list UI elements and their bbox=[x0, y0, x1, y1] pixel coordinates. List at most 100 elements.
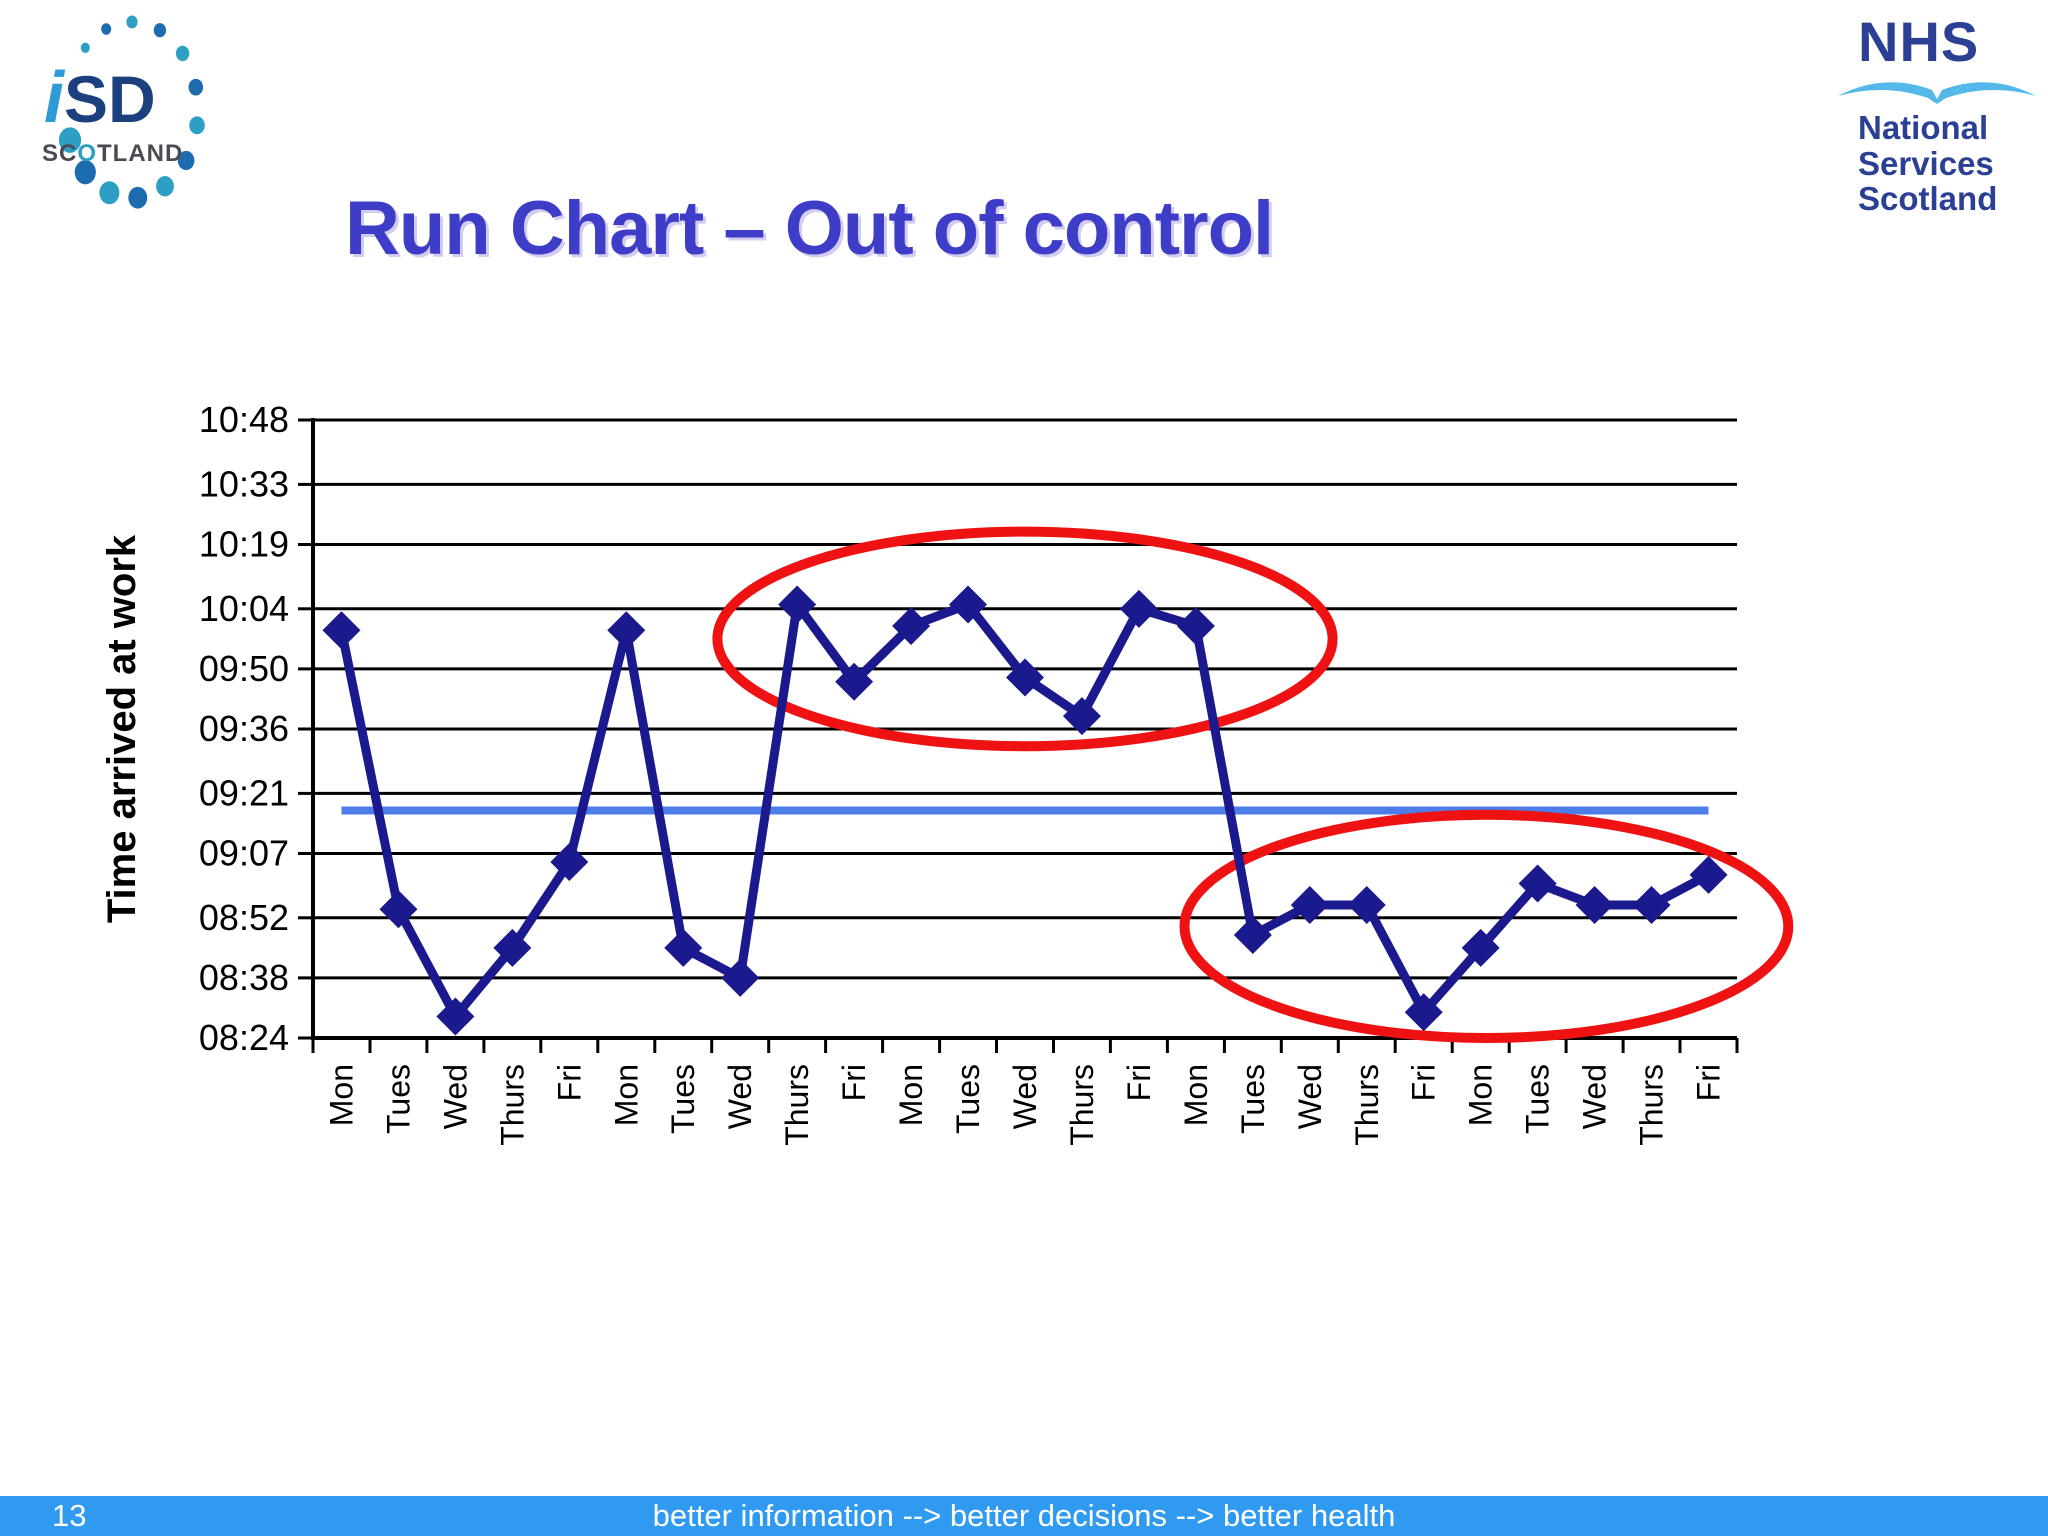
isd-dot-icon bbox=[189, 116, 205, 135]
highlight-ellipse bbox=[1179, 809, 1794, 1044]
x-tick-label: Thurs bbox=[779, 1064, 815, 1146]
data-point-marker bbox=[1689, 855, 1728, 894]
nhs-swoosh-icon bbox=[1838, 82, 2036, 104]
x-tick-label: Mon bbox=[1178, 1064, 1214, 1126]
data-point-marker bbox=[550, 843, 589, 882]
x-tick-label: Wed bbox=[722, 1064, 758, 1129]
x-tick-label: Fri bbox=[1406, 1064, 1442, 1101]
isd-dot-icon bbox=[74, 160, 96, 185]
y-tick-label: 09:21 bbox=[199, 772, 289, 813]
highlight-ellipse bbox=[712, 526, 1338, 752]
data-point-marker bbox=[1575, 885, 1614, 924]
nhs-logo-lines: National Services Scotland bbox=[1858, 110, 2045, 217]
svg-text:SCOTLAND: SCOTLAND bbox=[42, 140, 183, 167]
x-tick-label: Mon bbox=[608, 1064, 644, 1126]
x-tick-label: Thurs bbox=[1634, 1064, 1670, 1146]
x-tick-label: Thurs bbox=[1064, 1064, 1100, 1146]
isd-dot-icon bbox=[175, 45, 190, 62]
isd-dot-icon bbox=[58, 127, 82, 153]
isd-dot-icon bbox=[101, 23, 112, 35]
x-tick-label: Fri bbox=[836, 1064, 872, 1101]
x-tick-label: Tues bbox=[950, 1064, 986, 1134]
isd-dot-ring-icon bbox=[58, 15, 205, 209]
y-tick-label: 08:24 bbox=[199, 1017, 289, 1058]
y-tick-label: 10:19 bbox=[199, 524, 289, 565]
data-point-marker bbox=[1632, 885, 1671, 924]
data-point-marker bbox=[1062, 697, 1101, 736]
isd-scotland-o-dot: O bbox=[77, 140, 97, 167]
data-point-marker bbox=[1006, 658, 1044, 697]
nhs-logo: NHS National Services Scotland bbox=[1830, 14, 2045, 217]
data-point-marker bbox=[835, 662, 874, 701]
data-point-marker bbox=[1176, 607, 1215, 645]
isd-scotland-logo: iSD SCOTLAND bbox=[28, 6, 228, 216]
data-point-marker bbox=[664, 928, 703, 967]
isd-logo-sd: SD bbox=[64, 62, 156, 136]
data-point-marker bbox=[1290, 885, 1329, 924]
x-tick-label: Wed bbox=[1007, 1064, 1043, 1129]
data-point-marker bbox=[1233, 916, 1272, 954]
x-tick-label: Wed bbox=[1292, 1064, 1328, 1129]
x-tick-label: Wed bbox=[1577, 1064, 1613, 1129]
data-point-marker bbox=[1119, 589, 1158, 628]
data-point-marker bbox=[1461, 928, 1500, 967]
y-tick-label: 08:52 bbox=[199, 897, 289, 938]
data-point-marker bbox=[949, 585, 988, 624]
x-tick-label: Thurs bbox=[494, 1064, 530, 1146]
data-point-marker bbox=[379, 890, 418, 929]
x-tick-label: Tues bbox=[1235, 1064, 1271, 1134]
footer-bar: 13 better information --> better decisio… bbox=[0, 1496, 2048, 1536]
nhs-line-scotland: Scotland bbox=[1858, 180, 1998, 218]
isd-logo-icon: iSD SCOTLAND bbox=[42, 15, 205, 209]
y-tick-label: 10:33 bbox=[199, 463, 289, 504]
data-point-marker bbox=[1347, 885, 1386, 924]
isd-dot-icon bbox=[177, 150, 195, 171]
slide-title: Run Chart – Out of control bbox=[345, 186, 1274, 271]
data-point-marker bbox=[436, 997, 475, 1036]
x-tick-label: Mon bbox=[893, 1064, 929, 1126]
isd-scotland-text-2: TLAND bbox=[97, 140, 183, 167]
nhs-line-services: Services bbox=[1858, 144, 1994, 182]
data-point-marker bbox=[1518, 864, 1557, 903]
footer-text: better information --> better decisions … bbox=[652, 1498, 1396, 1533]
data-point-marker bbox=[892, 607, 931, 645]
x-tick-label: Thurs bbox=[1349, 1064, 1385, 1146]
isd-logo-i: i bbox=[44, 58, 66, 138]
data-point-marker bbox=[607, 611, 646, 650]
x-tick-label: Wed bbox=[437, 1064, 473, 1129]
isd-dot-icon bbox=[188, 78, 204, 96]
isd-scotland-text-1: SC bbox=[42, 140, 77, 167]
data-point-marker bbox=[322, 611, 361, 650]
y-tick-label: 09:36 bbox=[199, 708, 289, 749]
y-tick-label: 09:50 bbox=[199, 648, 289, 689]
x-tick-label: Fri bbox=[1121, 1064, 1157, 1101]
data-point-marker bbox=[493, 928, 532, 967]
page-number: 13 bbox=[52, 1498, 87, 1533]
data-point-marker bbox=[1404, 993, 1443, 1032]
y-tick-label: 10:04 bbox=[199, 588, 289, 629]
x-tick-label: Tues bbox=[1520, 1064, 1556, 1134]
data-point-marker bbox=[721, 958, 760, 997]
y-tick-label: 08:38 bbox=[199, 957, 289, 998]
data-point-marker bbox=[778, 585, 817, 624]
nhs-acronym: NHS bbox=[1858, 10, 1980, 73]
x-tick-label: Mon bbox=[324, 1064, 360, 1126]
y-tick-label: 09:07 bbox=[199, 833, 289, 874]
isd-dot-icon bbox=[99, 181, 120, 205]
isd-dot-icon bbox=[153, 23, 167, 38]
y-axis-title: Time arrived at work bbox=[100, 534, 144, 923]
nhs-line-national: National bbox=[1858, 109, 1989, 146]
isd-dot-icon bbox=[128, 186, 148, 209]
x-tick-label: Tues bbox=[665, 1064, 701, 1134]
isd-dot-icon bbox=[126, 15, 138, 29]
x-tick-label: Fri bbox=[551, 1064, 587, 1101]
svg-text:iSD: iSD bbox=[44, 58, 156, 138]
isd-dot-icon bbox=[80, 42, 90, 53]
x-tick-label: Fri bbox=[1691, 1064, 1727, 1101]
y-tick-label: 10:48 bbox=[199, 399, 289, 440]
isd-dot-icon bbox=[156, 175, 174, 197]
x-tick-label: Tues bbox=[380, 1064, 416, 1134]
x-tick-label: Mon bbox=[1463, 1064, 1499, 1126]
